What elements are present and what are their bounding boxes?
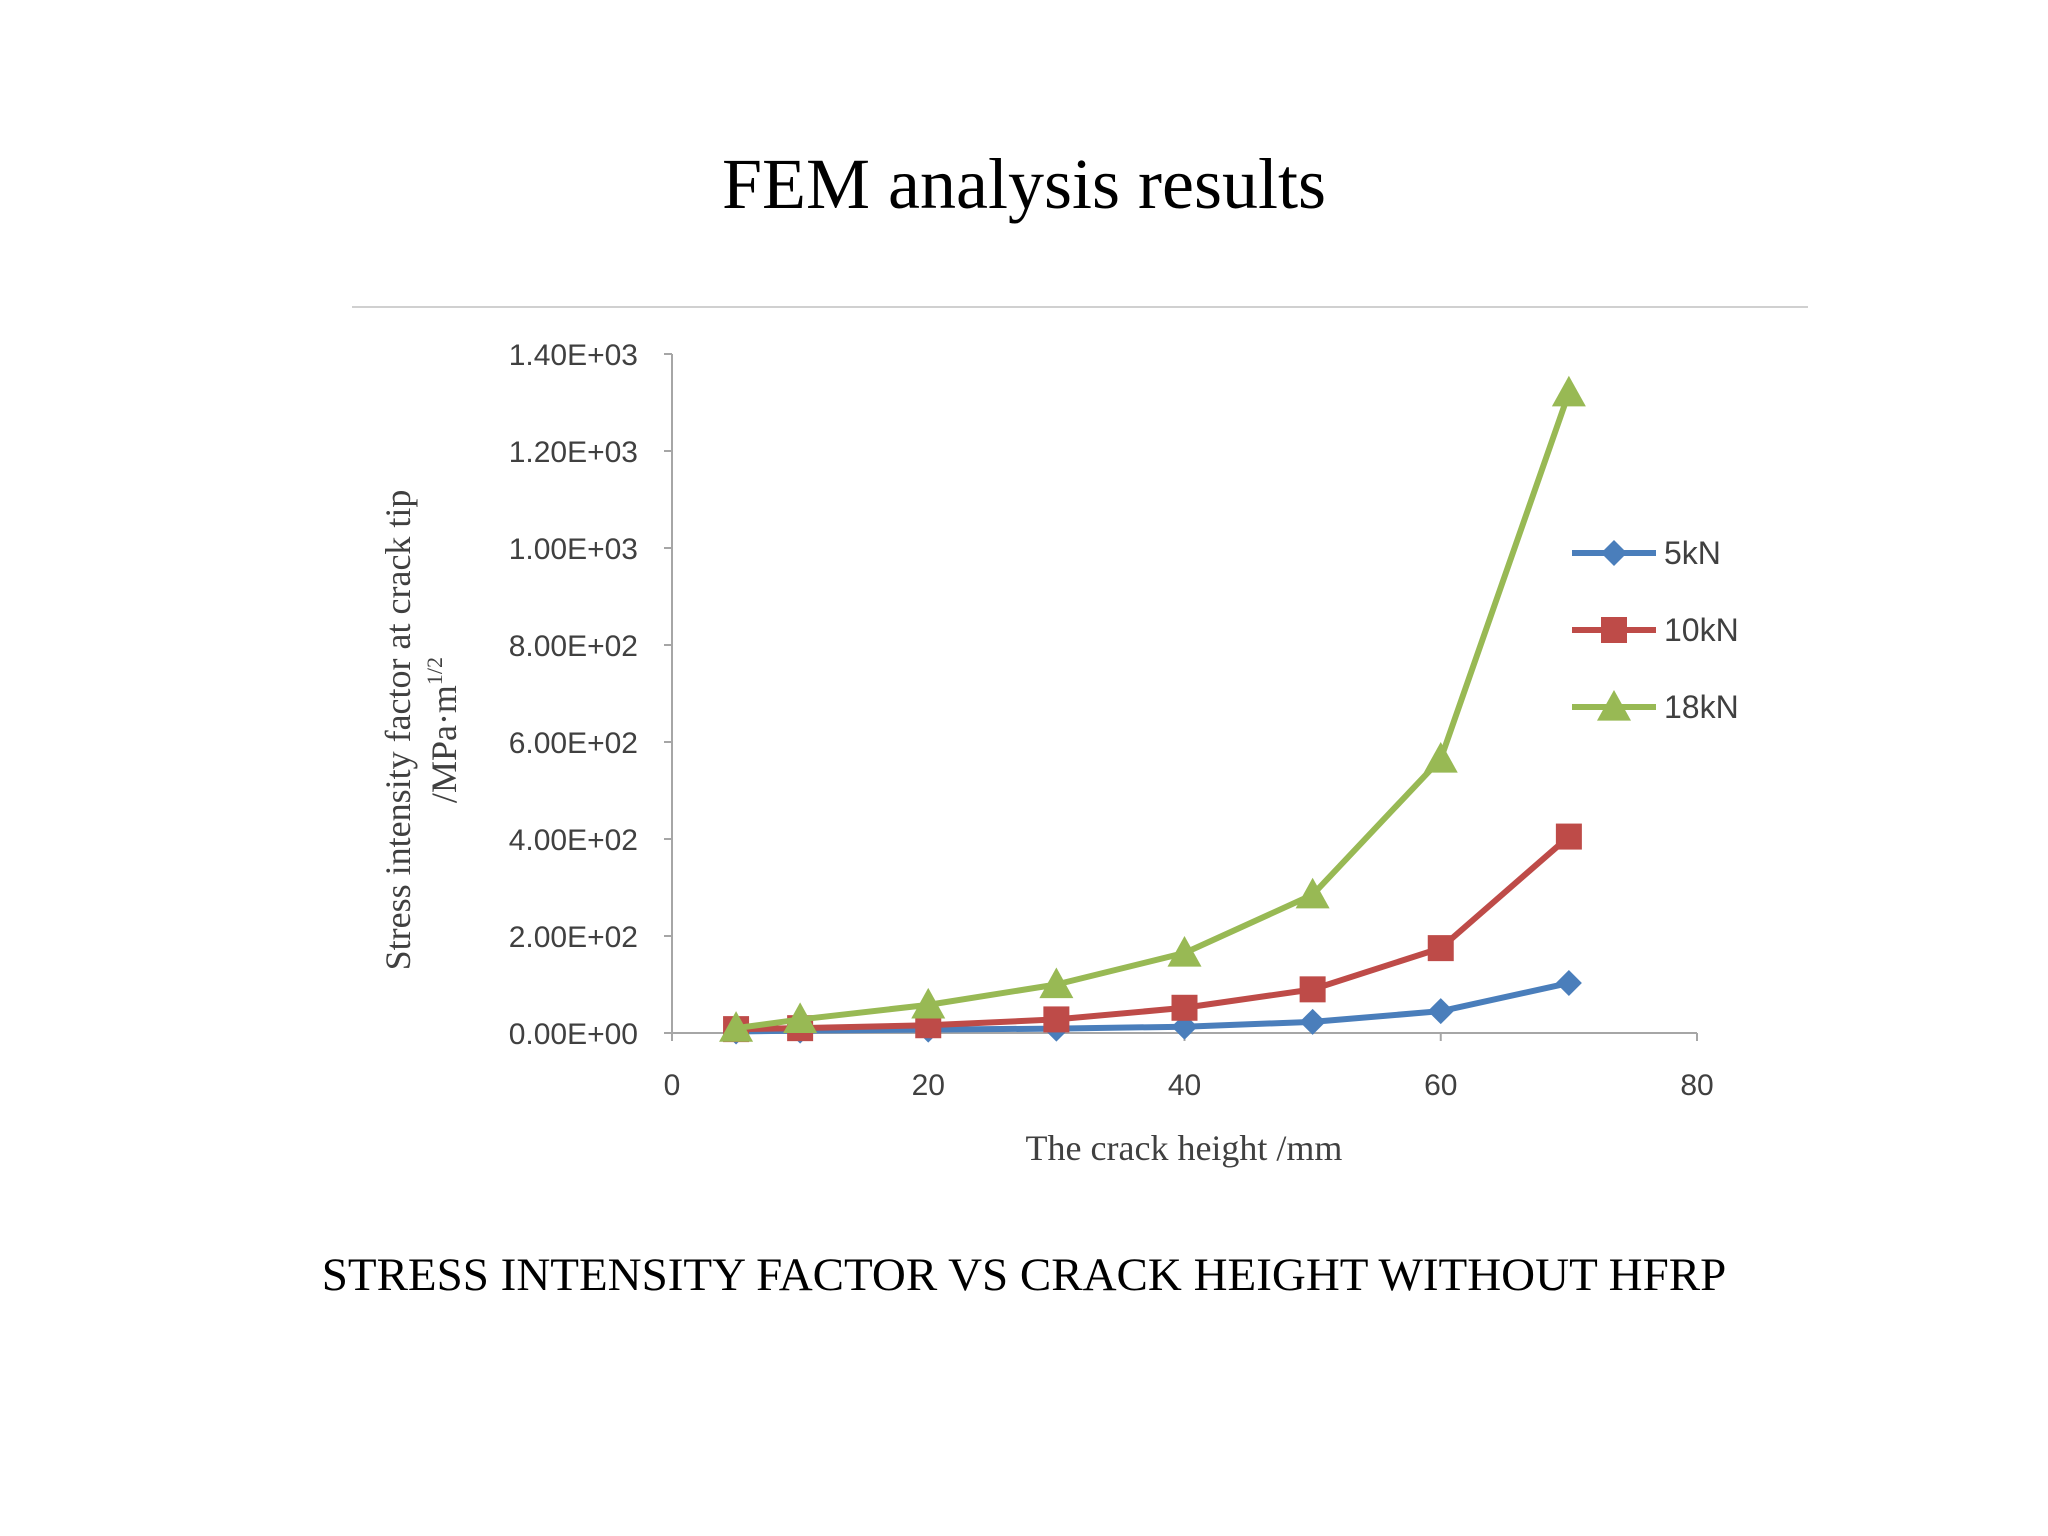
x-ticks: 0 20 40 60 80 — [664, 1033, 1714, 1102]
legend-label: 5kN — [1664, 535, 1721, 571]
data-point — [911, 987, 946, 1019]
data-point — [1295, 877, 1330, 909]
y-axis-title: Stress intensity factor at crack tip /MP… — [378, 490, 464, 971]
series-10kN — [723, 823, 1582, 1043]
data-point — [1555, 823, 1582, 850]
y-tick-label: 1.20E+03 — [509, 436, 638, 469]
y-tick-label: 8.00E+02 — [509, 630, 638, 663]
data-point — [1551, 375, 1586, 407]
y-tick-label: 2.00E+02 — [509, 921, 638, 954]
series-18kN — [719, 375, 1586, 1042]
series-layer — [719, 375, 1586, 1045]
slide-caption: STRESS INTENSITY FACTOR VS CRACK HEIGHT … — [321, 1249, 1727, 1301]
legend-label: 18kN — [1664, 689, 1739, 725]
legend: 5kN 10kN 18kN — [1572, 535, 1739, 725]
legend-label: 10kN — [1664, 612, 1739, 648]
data-point — [1299, 1008, 1326, 1035]
data-point — [719, 1011, 754, 1042]
series-line — [736, 834, 1571, 1033]
data-point — [1423, 741, 1458, 773]
legend-item: 5kN — [1572, 535, 1721, 571]
y-axis-unit-exponent: 1/2 — [422, 657, 447, 685]
y-tick-label: 1.40E+03 — [509, 339, 638, 372]
legend-item: 18kN — [1572, 689, 1739, 725]
x-tick-label: 0 — [664, 1069, 681, 1102]
data-point — [1167, 935, 1202, 967]
legend-marker — [1597, 690, 1631, 721]
x-axis-title: The crack height /mm — [1026, 1128, 1343, 1168]
slide-title: FEM analysis results — [722, 144, 1326, 224]
x-tick-label: 80 — [1680, 1069, 1713, 1102]
data-point — [1427, 935, 1454, 962]
y-ticks: 0.00E+00 2.00E+02 4.00E+02 6.00E+02 8.00E+02… — [509, 339, 672, 1051]
legend-marker — [1601, 540, 1627, 566]
data-point — [1555, 970, 1582, 997]
y-tick-label: 4.00E+02 — [509, 824, 638, 857]
x-tick-label: 60 — [1424, 1069, 1457, 1102]
y-axis-unit: /MPa·m — [424, 685, 464, 803]
data-point — [1427, 998, 1454, 1025]
y-tick-label: 6.00E+02 — [509, 727, 638, 760]
data-point — [1043, 1006, 1070, 1033]
x-tick-label: 20 — [912, 1069, 945, 1102]
data-point — [1299, 976, 1326, 1003]
y-axis-title-line2: /MPa·m1/2 — [422, 657, 464, 803]
legend-item: 10kN — [1572, 612, 1739, 648]
y-axis-title-line1: Stress intensity factor at crack tip — [378, 490, 418, 971]
data-point — [1171, 994, 1198, 1021]
data-point — [783, 1002, 818, 1034]
series-line — [735, 391, 1572, 1032]
y-tick-label: 0.00E+00 — [509, 1018, 638, 1051]
x-tick-label: 40 — [1168, 1069, 1201, 1102]
y-tick-label: 1.00E+03 — [509, 533, 638, 566]
data-point — [1039, 967, 1074, 999]
legend-marker — [1601, 617, 1627, 643]
